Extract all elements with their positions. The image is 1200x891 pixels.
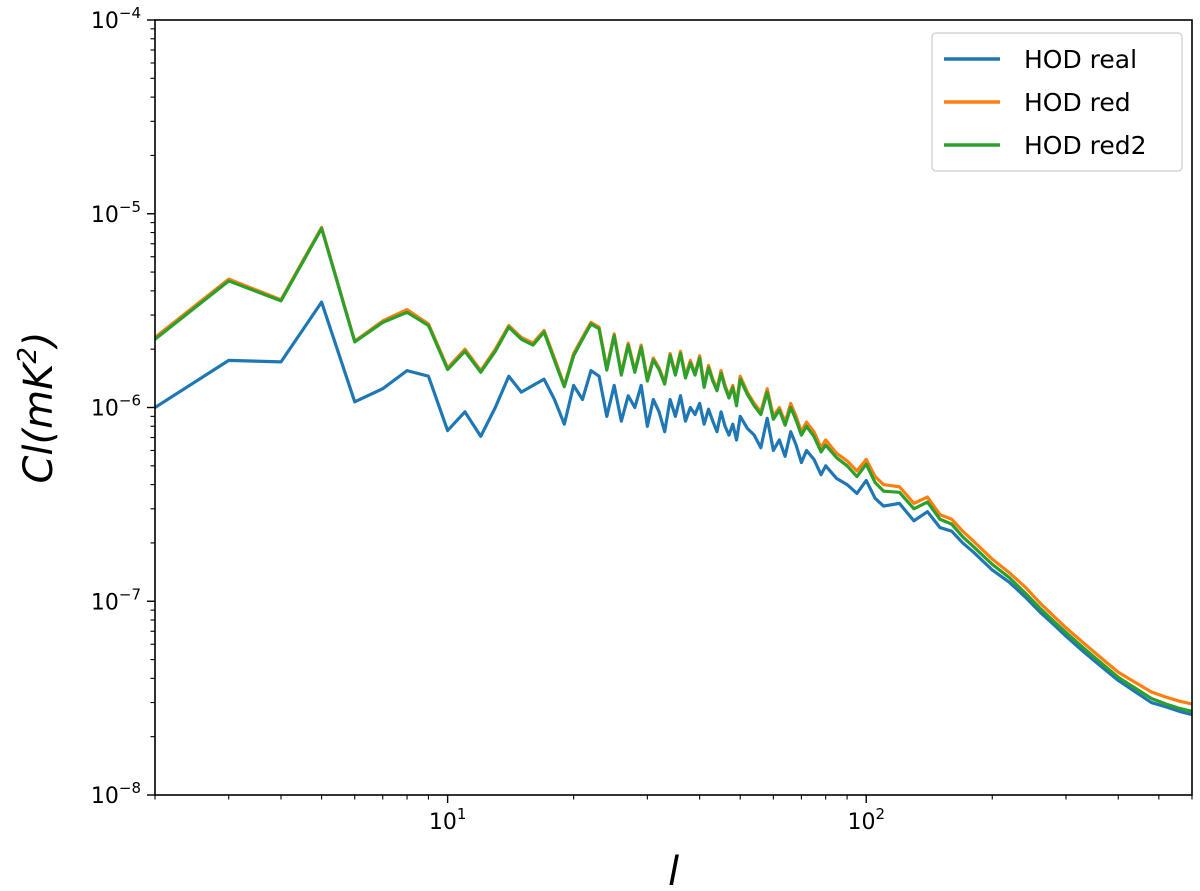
x-axis-label: l [668, 849, 679, 891]
y-axis-label-text: Cl(mK2) [13, 332, 62, 484]
series-line-hod-real [155, 300, 1192, 717]
ticks-layer: 101 102 10−8 10−7 10−6 10−5 10−4 [91, 4, 1193, 835]
legend-box [931, 32, 1183, 172]
y-axis-label: Cl(mK2) [13, 332, 62, 484]
x-tick-label: 102 [847, 805, 885, 835]
legend: HOD real HOD red HOD red2 [931, 32, 1183, 172]
y-tick-label: 10−8 [91, 779, 141, 809]
y-tick-label: 10−6 [91, 392, 141, 422]
series-line-hod-red2 [155, 226, 1192, 713]
legend-label: HOD red2 [1024, 131, 1147, 160]
y-tick-label: 10−5 [91, 198, 141, 228]
y-tick-label: 10−4 [91, 4, 141, 34]
x-tick-label: 101 [429, 805, 467, 835]
legend-label: HOD real [1024, 45, 1137, 74]
series-layer [155, 225, 1192, 717]
legend-label: HOD red [1024, 88, 1131, 117]
y-tick-label: 10−7 [91, 585, 141, 615]
